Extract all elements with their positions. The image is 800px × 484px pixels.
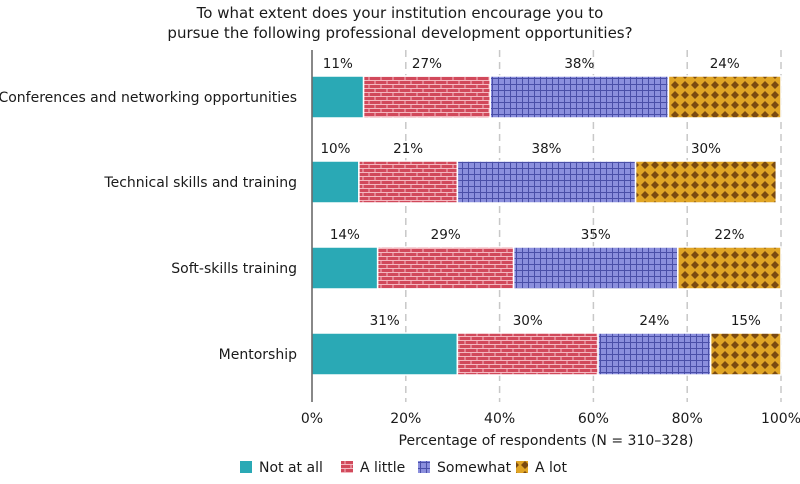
value-label-conferences-and-networking-opportunities-a-lot: 24%: [710, 56, 740, 72]
bar-mentorship-somewhat: [597, 332, 712, 376]
value-label-conferences-and-networking-opportunities-a-little: 27%: [412, 56, 442, 72]
x-tick-label-0: 0%: [301, 411, 323, 427]
value-label-mentorship-a-lot: 15%: [731, 313, 761, 329]
bar-mentorship-not-at-all: [311, 332, 459, 376]
category-label-mentorship: Mentorship: [219, 347, 297, 363]
value-label-technical-skills-and-training-not-at-all: 10%: [320, 141, 350, 157]
bar-mentorship-a-lot: [709, 332, 782, 376]
value-label-mentorship-a-little: 30%: [513, 313, 543, 329]
bar-technical-skills-and-training-not-at-all: [311, 160, 360, 204]
x-tick-label-40: 40%: [484, 411, 515, 427]
category-label-conferences-and-networking-opportunities: Conferences and networking opportunities: [0, 90, 297, 106]
bar-soft-skills-training-a-lot: [677, 246, 782, 290]
bar-soft-skills-training-not-at-all: [311, 246, 379, 290]
legend-swatch-a-lot: [516, 461, 528, 473]
value-label-technical-skills-and-training-somewhat: 38%: [531, 141, 561, 157]
value-label-technical-skills-and-training-a-little: 21%: [393, 141, 423, 157]
value-label-conferences-and-networking-opportunities-somewhat: 38%: [564, 56, 594, 72]
value-labels: 11% 27% 38% 24% 10% 21% 38% 30% 14% 29% 35% 22% 31% 3…: [320, 56, 761, 329]
legend-swatch-a-little: [341, 461, 353, 473]
legend-label-a-lot: A lot: [535, 460, 567, 476]
chart-title-line-2: pursue the following professional develo…: [167, 24, 632, 42]
x-tick-label-80: 80%: [672, 411, 703, 427]
category-label-technical-skills-and-training: Technical skills and training: [103, 175, 297, 191]
value-label-technical-skills-and-training-a-lot: 30%: [691, 141, 721, 157]
value-label-conferences-and-networking-opportunities-not-at-all: 11%: [323, 56, 353, 72]
category-label-soft-skills-training: Soft-skills training: [171, 261, 297, 277]
value-label-soft-skills-training-somewhat: 35%: [581, 227, 611, 243]
legend-label-a-little: A little: [360, 460, 405, 476]
legend-swatch-somewhat: [418, 461, 430, 473]
x-tick-label-60: 60%: [578, 411, 609, 427]
bar-soft-skills-training-somewhat: [512, 246, 679, 290]
legend-swatch-not-at-all: [240, 461, 252, 473]
category-labels: Conferences and networking opportunities…: [0, 90, 297, 363]
bar-mentorship-a-little: [456, 332, 599, 376]
bar-technical-skills-and-training-a-little: [358, 160, 459, 204]
bar-soft-skills-training-a-little: [376, 246, 515, 290]
x-tick-label-20: 20%: [390, 411, 421, 427]
chart-title: To what extent does your institution enc…: [167, 4, 632, 42]
bar-technical-skills-and-training-somewhat: [456, 160, 637, 204]
value-label-soft-skills-training-a-little: 29%: [431, 227, 461, 243]
value-label-mentorship-somewhat: 24%: [639, 313, 669, 329]
x-tick-label-100: 100%: [761, 411, 800, 427]
value-label-soft-skills-training-not-at-all: 14%: [330, 227, 360, 243]
bar-conferences-and-networking-opportunities-a-lot: [667, 75, 782, 119]
bar-conferences-and-networking-opportunities-a-little: [362, 75, 491, 119]
value-label-mentorship-not-at-all: 31%: [370, 313, 400, 329]
x-axis-title: Percentage of respondents (N = 310–328): [399, 433, 694, 449]
legend-label-somewhat: Somewhat: [437, 460, 512, 476]
value-label-soft-skills-training-a-lot: 22%: [714, 227, 744, 243]
legend: Not at all A little Somewhat A lot: [240, 460, 567, 476]
x-axis: 0% 20% 40% 60% 80% 100%: [301, 50, 800, 427]
legend-label-not-at-all: Not at all: [259, 460, 323, 476]
bar-conferences-and-networking-opportunities-somewhat: [489, 75, 670, 119]
chart-title-line-1: To what extent does your institution enc…: [196, 4, 604, 22]
bar-conferences-and-networking-opportunities-not-at-all: [311, 75, 365, 119]
bar-segments: [311, 75, 782, 376]
bar-technical-skills-and-training-a-lot: [634, 160, 778, 204]
